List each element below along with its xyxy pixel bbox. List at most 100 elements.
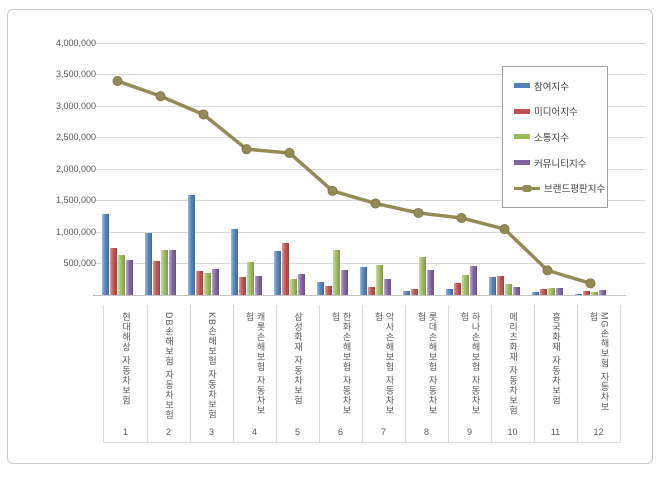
bar-미디어지수: [196, 271, 203, 295]
gridline: [95, 42, 645, 44]
bar-소통지수: [591, 291, 598, 295]
bar-미디어지수: [153, 260, 160, 295]
y-axis-tick-label: 4,000,000: [55, 37, 96, 48]
legend-item: 참여지수: [514, 79, 607, 93]
line-marker: [327, 185, 338, 196]
bar-미디어지수: [325, 285, 332, 295]
category-rank-number: 1: [122, 427, 128, 437]
bar-미디어지수: [497, 276, 504, 295]
bar-참여지수: [403, 290, 410, 295]
bar-미디어지수: [110, 247, 117, 295]
category-rank-number: 3: [208, 427, 214, 437]
line-marker: [585, 278, 596, 289]
category-cell: 현대해상 자동차보험 1: [104, 305, 148, 442]
bar-소통지수: [161, 249, 168, 295]
y-axis-tick-label: 3,000,000: [55, 100, 96, 111]
gridline: [95, 74, 645, 76]
category-label: 한화손해보험 자동차보험: [330, 312, 352, 416]
line-marker: [284, 147, 295, 158]
legend-bar-swatch-icon: [514, 134, 530, 140]
bar-소통지수: [118, 254, 125, 295]
category-rank-number: 11: [550, 427, 561, 437]
bar-소통지수: [333, 250, 340, 295]
bar-커뮤니티지수: [169, 249, 176, 295]
bar-소통지수: [505, 284, 512, 295]
line-marker: [241, 144, 252, 155]
category-rank-number: 5: [294, 427, 300, 437]
gridline: [95, 231, 645, 233]
y-axis-tick-label: -: [26, 290, 96, 300]
line-marker: [542, 265, 553, 276]
bar-커뮤니티지수: [556, 288, 563, 295]
bar-참여지수: [145, 233, 152, 295]
category-cell: KB손해보험 자동차보험 3: [190, 305, 234, 442]
bar-소통지수: [204, 272, 211, 295]
bar-미디어지수: [540, 289, 547, 295]
bar-참여지수: [188, 195, 195, 295]
x-axis-line: [95, 295, 626, 296]
bar-미디어지수: [454, 282, 461, 295]
category-label: MG손해보험 자동차보험: [588, 312, 610, 412]
category-rank-number: 8: [423, 427, 429, 437]
legend-item-label: 미디어지수: [534, 107, 578, 119]
category-cell: 한화손해보험 자동차보험 6: [319, 305, 363, 442]
category-label: KB손해보험 자동차보험: [207, 312, 217, 420]
bar-커뮤니티지수: [126, 259, 133, 295]
line-marker: [413, 207, 424, 218]
gridline: [95, 263, 645, 265]
bar-참여지수: [274, 251, 281, 295]
legend-item: 브랜드평판지수: [514, 181, 607, 195]
y-axis-tick-label: 500,000: [63, 258, 96, 269]
bar-소통지수: [548, 287, 555, 295]
bar-참여지수: [489, 276, 496, 295]
category-cell: 하나손해보험 자동차보험 9: [448, 305, 492, 442]
category-rank-number: 12: [593, 427, 604, 437]
category-cell: 악사손해보험 자동차보험 7: [362, 305, 406, 442]
bar-소통지수: [419, 257, 426, 295]
bar-참여지수: [317, 282, 324, 295]
bar-미디어지수: [239, 277, 246, 295]
line-marker: [198, 109, 209, 120]
category-cell: MG손해보험 자동차보험 12: [577, 305, 621, 442]
bar-미디어지수: [368, 286, 375, 295]
bar-커뮤니티지수: [255, 276, 262, 295]
x-axis: 현대해상 자동차보험 1 DB손해보험 자동차보험 2 KB손해보험 자동차보험 3 캐롯손…: [103, 305, 621, 443]
legend-item: 소통지수: [514, 130, 607, 144]
y-axis-tick-label: 1,000,000: [55, 226, 96, 237]
y-axis-tick-label: 3,500,000: [55, 69, 96, 80]
y-axis-tick-label: 1,500,000: [55, 195, 96, 206]
chart-card: 4,000,000 3,500,000 3,000,000 2,500,000 2,00…: [7, 9, 653, 464]
category-label: 흥국화재 자동차보험: [551, 312, 561, 406]
bar-참여지수: [102, 213, 109, 295]
category-rank-number: 7: [380, 427, 386, 437]
category-rank-number: 10: [507, 427, 518, 437]
bar-참여지수: [360, 267, 367, 295]
category-cell: 캐롯손해보험 자동차보험 4: [233, 305, 277, 442]
line-marker: [112, 76, 123, 87]
legend-bar-swatch-icon: [514, 160, 530, 166]
category-label: DB손해보험 자동차보험: [164, 312, 174, 421]
bar-커뮤니티지수: [599, 289, 606, 295]
category-label: 현대해상 자동차보험: [121, 312, 131, 406]
line-marker: [456, 212, 467, 223]
category-rank-number: 6: [337, 427, 343, 437]
category-cell: DB손해보험 자동차보험 2: [147, 305, 191, 442]
category-rank-number: 2: [165, 427, 171, 437]
bar-미디어지수: [282, 242, 289, 295]
bar-참여지수: [446, 289, 453, 295]
bar-커뮤니티지수: [212, 269, 219, 295]
bar-커뮤니티지수: [384, 279, 391, 295]
legend-line-marker-icon: [514, 184, 540, 193]
legend-item-label: 커뮤니티지수: [534, 158, 587, 170]
bar-소통지수: [462, 275, 469, 295]
y-axis-tick-label: 2,000,000: [55, 163, 96, 174]
bar-참여지수: [532, 292, 539, 295]
y-axis-tick-label: 2,500,000: [55, 132, 96, 143]
category-label: 하나손해보험 자동차보험: [459, 312, 481, 416]
bar-커뮤니티지수: [341, 270, 348, 295]
category-cell: 메리츠화재 자동차보험 10: [491, 305, 535, 442]
bar-미디어지수: [583, 290, 590, 295]
bar-소통지수: [376, 265, 383, 295]
category-cell: 삼성화재 자동차보험 5: [276, 305, 320, 442]
